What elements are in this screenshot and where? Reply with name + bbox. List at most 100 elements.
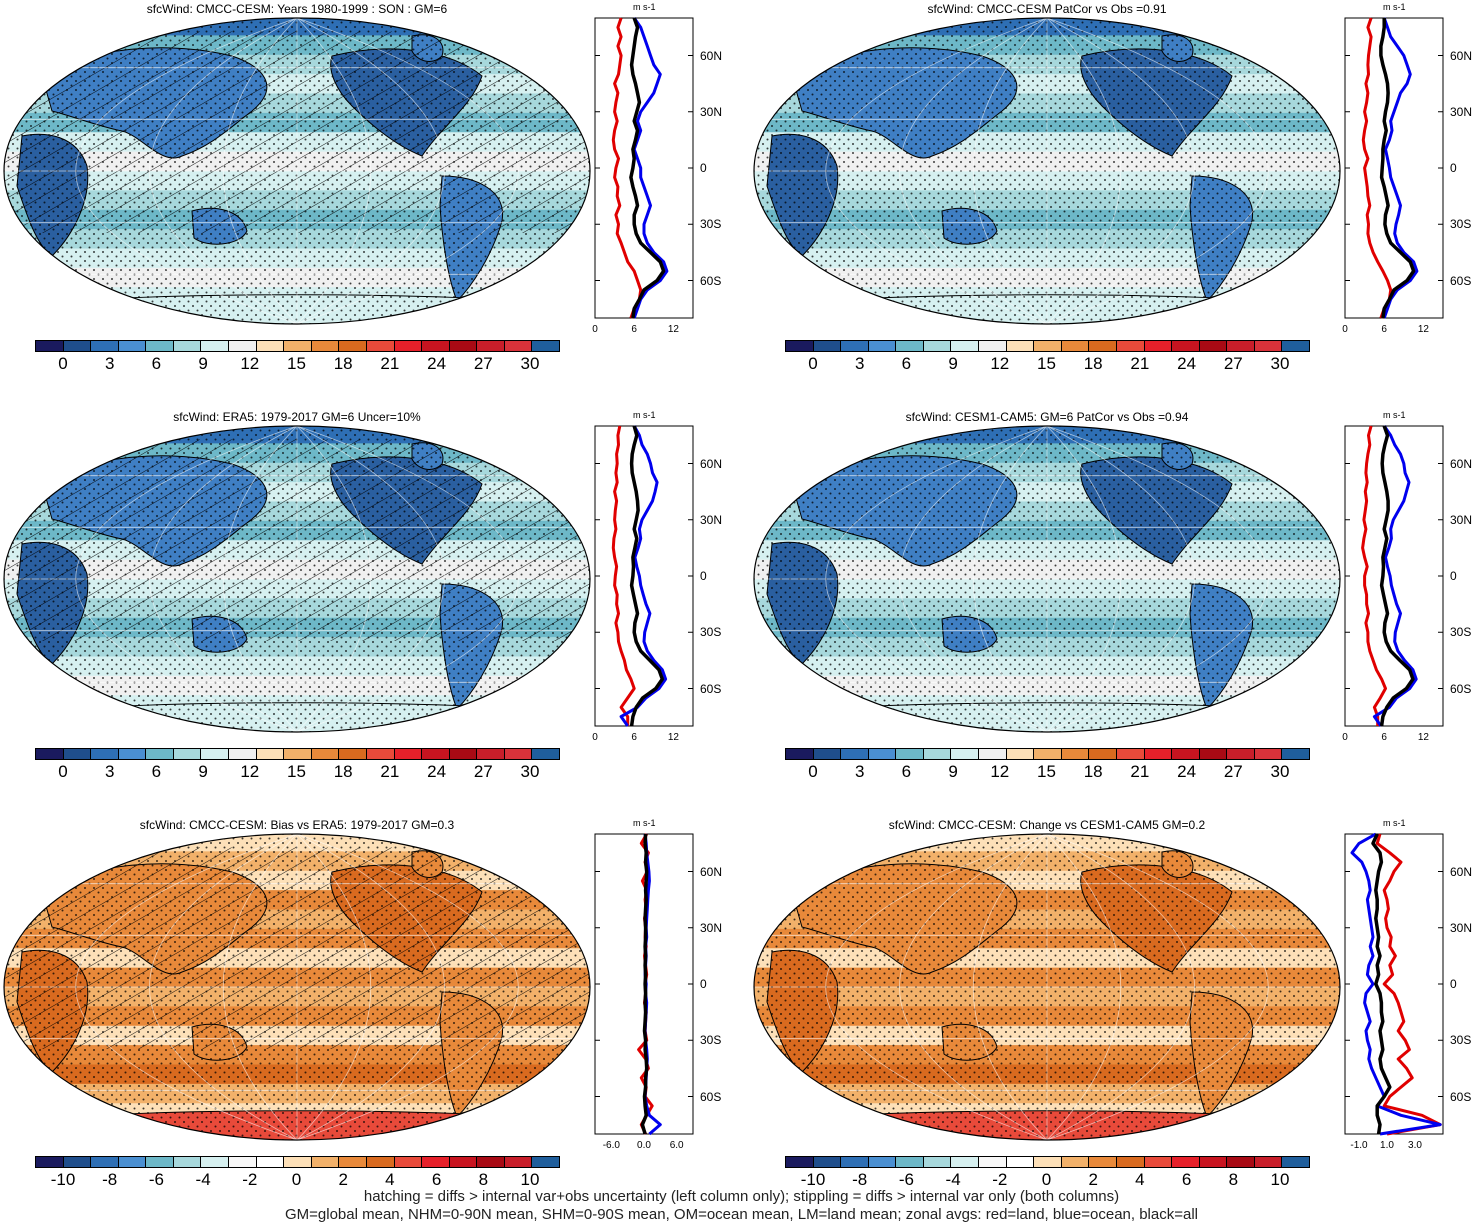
colorbar-tick-label: 9 bbox=[948, 762, 958, 781]
colorbar-swatch bbox=[422, 1157, 450, 1167]
profile-unit-label: m s-1 bbox=[1383, 410, 1406, 420]
colorbar-swatch bbox=[1227, 1157, 1255, 1167]
profile-lat-label: 0 bbox=[700, 161, 707, 175]
zonal-profile bbox=[594, 833, 694, 1136]
colorbar-tick-label: 2 bbox=[338, 1170, 348, 1189]
map-title: sfcWind: CMCC-CESM: Years 1980-1999 : SO… bbox=[146, 2, 448, 16]
colorbar-tick-label: -4 bbox=[945, 1170, 961, 1189]
colorbar-tick-label: 3 bbox=[854, 762, 865, 781]
colorbar-swatch bbox=[1144, 1157, 1173, 1167]
colorbar-tick-label: 27 bbox=[473, 762, 493, 781]
colorbar-swatch bbox=[118, 749, 147, 759]
panel-p4: sfcWind: CESM1-CAM5: GM=6 PatCor vs Obs … bbox=[750, 408, 1483, 808]
profile-lat-label: 30N bbox=[700, 512, 723, 527]
colorbar-tick-label: -2 bbox=[242, 1170, 258, 1189]
colorbar-swatch bbox=[532, 749, 559, 759]
colorbar-swatch bbox=[36, 1157, 64, 1167]
profile-lat-label: 30S bbox=[700, 217, 722, 232]
colorbar-swatch bbox=[868, 341, 897, 351]
colorbar-swatch bbox=[422, 341, 450, 351]
colorbar-swatch bbox=[173, 1157, 202, 1167]
colorbar-swatch bbox=[1254, 341, 1283, 351]
colorbar-swatch bbox=[1199, 341, 1228, 351]
colorbar-swatch bbox=[284, 1157, 312, 1167]
colorbar-swatch bbox=[339, 1157, 367, 1167]
colorbar-swatch bbox=[366, 341, 395, 351]
profile-line-all bbox=[1379, 425, 1415, 727]
colorbar-swatch bbox=[229, 1157, 257, 1167]
colorbar-swatch bbox=[1172, 341, 1200, 351]
profile-lat-label: 30S bbox=[1450, 625, 1472, 640]
profile-lat-label: 30S bbox=[1450, 1033, 1472, 1048]
colorbar-swatch bbox=[118, 1157, 147, 1167]
colorbar-swatch bbox=[366, 1157, 395, 1167]
colorbar-tick-label: 15 bbox=[287, 354, 306, 373]
colorbar-swatch bbox=[284, 341, 312, 351]
colorbar-swatch bbox=[951, 749, 980, 759]
map-title: sfcWind: CESM1-CAM5: GM=6 PatCor vs Obs … bbox=[905, 410, 1189, 424]
colorbar-swatch bbox=[841, 341, 869, 351]
colorbar-tick-label: 12 bbox=[990, 354, 1010, 373]
colorbar-swatch bbox=[979, 341, 1007, 351]
profile-line-ocean bbox=[1350, 832, 1442, 1136]
colorbar-tick-label: 3 bbox=[104, 354, 115, 373]
profile-x-tick-label: 6 bbox=[631, 732, 637, 743]
colorbar-swatch bbox=[923, 1157, 952, 1167]
colorbar-tick-label: -4 bbox=[195, 1170, 211, 1189]
profile-x-tick-label: 3.0 bbox=[1408, 1140, 1422, 1151]
colorbar-swatch bbox=[1089, 1157, 1117, 1167]
colorbar-swatch bbox=[422, 749, 450, 759]
colorbar-tick-label: 6 bbox=[901, 354, 912, 373]
profile-lat-label: 60S bbox=[700, 273, 722, 288]
colorbar-tick-label: 0 bbox=[808, 354, 818, 373]
colorbar-swatch bbox=[63, 749, 92, 759]
profile-line-ocean bbox=[1372, 425, 1418, 727]
colorbar-swatch bbox=[1006, 1157, 1035, 1167]
map-title: sfcWind: CMCC-CESM: Bias vs ERA5: 1979-2… bbox=[139, 818, 455, 832]
profile-unit-label: m s-1 bbox=[633, 2, 656, 12]
colorbar-tick-label: 3 bbox=[854, 354, 865, 373]
colorbar-swatch bbox=[201, 1157, 230, 1167]
colorbar-tick-label: 6 bbox=[431, 1170, 442, 1189]
profile-x-tick-label: 6.0 bbox=[669, 1140, 684, 1151]
colorbar-swatch bbox=[813, 749, 842, 759]
colorbar-swatch bbox=[256, 1157, 285, 1167]
colorbar-tick-label: 15 bbox=[1037, 354, 1056, 373]
colorbar-swatch bbox=[173, 341, 202, 351]
colorbar-tick-label: 6 bbox=[151, 762, 162, 781]
colorbar-tick-label: 0 bbox=[58, 762, 68, 781]
colorbar-swatch bbox=[504, 749, 533, 759]
colorbar-swatch bbox=[1034, 749, 1062, 759]
map-title: sfcWind: ERA5: 1979-2017 GM=6 Uncer=10% bbox=[173, 410, 421, 424]
colorbar-tick-label: 10 bbox=[1270, 1170, 1290, 1189]
profile-line-all bbox=[1379, 18, 1416, 319]
profile-lat-label: 60N bbox=[700, 456, 723, 471]
colorbar-tick-label: 27 bbox=[1223, 762, 1243, 781]
profile-line-all bbox=[629, 425, 665, 727]
colorbar-tick-label: -2 bbox=[992, 1170, 1008, 1189]
colorbar-swatch bbox=[201, 341, 230, 351]
colorbar-tick-label: 9 bbox=[198, 354, 208, 373]
colorbar-swatch bbox=[532, 1157, 559, 1167]
world-map bbox=[753, 833, 1341, 1141]
colorbar-swatch bbox=[63, 1157, 92, 1167]
profile-x-tick-label: 6 bbox=[1381, 324, 1387, 335]
colorbar-swatch bbox=[91, 1157, 119, 1167]
colorbar-swatch bbox=[449, 341, 478, 351]
colorbar-swatch bbox=[477, 749, 505, 759]
colorbar-swatch bbox=[394, 749, 423, 759]
colorbar-swatch bbox=[841, 749, 869, 759]
colorbar-swatch bbox=[868, 1157, 897, 1167]
colorbar-tick-label: 24 bbox=[1177, 354, 1197, 373]
colorbar-swatch bbox=[923, 341, 952, 351]
colorbar-tick-label: 27 bbox=[1223, 354, 1243, 373]
profile-x-tick-label: 0 bbox=[1342, 324, 1348, 335]
profile-line-land bbox=[1361, 425, 1387, 726]
colorbar-tick-label: 0 bbox=[808, 762, 818, 781]
colorbar-swatch bbox=[229, 341, 257, 351]
colorbar-swatch bbox=[1116, 749, 1145, 759]
colorbar-swatch bbox=[311, 1157, 340, 1167]
colorbar-tick-label: 30 bbox=[1270, 762, 1290, 781]
profile-lat-label: 30S bbox=[700, 625, 722, 640]
colorbar-tick-label: 30 bbox=[520, 762, 540, 781]
